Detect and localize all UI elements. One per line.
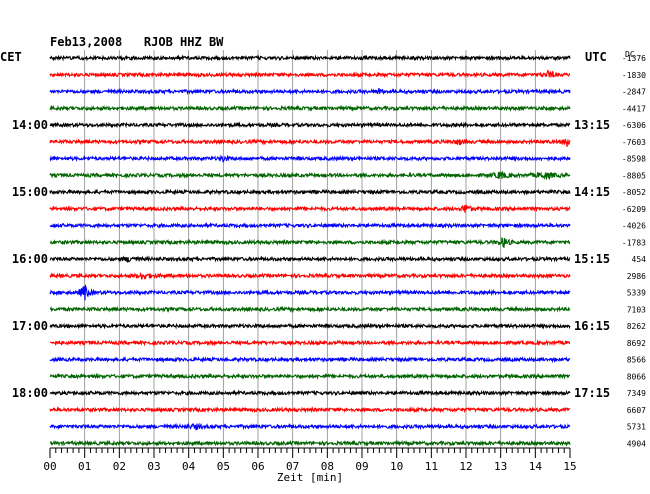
dc-value: -2847 [622, 88, 646, 97]
right-hour-label: 17:15 [574, 386, 610, 400]
x-tick-label: 01 [78, 460, 91, 473]
dc-value: 8692 [627, 339, 646, 348]
dc-value: 7103 [627, 305, 646, 314]
dc-value: 2986 [627, 272, 646, 281]
trace-row-21 [49, 406, 571, 414]
x-tick-label: 13 [494, 460, 507, 473]
trace-row-10 [49, 221, 571, 230]
dc-header: DC [625, 50, 635, 59]
dc-value: 8566 [627, 356, 646, 365]
x-axis: 00 01 02 03 04 05 06 07 08 09 10 11 12 13 14 15 [43, 447, 577, 473]
x-tick-label: 03 [147, 460, 160, 473]
trace-row-16 [49, 322, 571, 330]
dc-value: 5731 [627, 423, 646, 432]
trace-row-15 [49, 305, 571, 314]
x-tick-label: 12 [459, 460, 472, 473]
dc-value: 8262 [627, 322, 646, 331]
trace-row-7 [49, 170, 571, 181]
seismic-traces [49, 54, 571, 448]
dc-value: -7603 [622, 138, 646, 147]
left-hour-label: 15:00 [12, 185, 48, 199]
x-tick-label: 06 [251, 460, 264, 473]
trace-row-17 [49, 339, 571, 347]
trace-row-6 [49, 154, 571, 163]
right-hour-label: 16:15 [574, 319, 610, 333]
trace-row-12 [49, 255, 571, 263]
chart-title: Feb13,2008 RJOB HHZ BW [50, 35, 224, 49]
right-hour-label: 13:15 [574, 118, 610, 132]
x-tick-label: 00 [43, 460, 56, 473]
trace-row-11 [49, 236, 571, 248]
left-hour-labels: 14:00 15:00 16:00 17:00 18:00 [12, 118, 48, 400]
trace-row-3 [49, 104, 571, 113]
dc-value: -8598 [622, 155, 646, 164]
x-tick-label: 07 [286, 460, 299, 473]
dc-value: 5339 [627, 289, 646, 298]
trace-row-5 [49, 138, 571, 148]
trace-row-0 [49, 54, 571, 62]
dc-value: -4417 [622, 104, 646, 113]
right-hour-labels: 13:15 14:15 15:15 16:15 17:15 [574, 118, 610, 400]
x-tick-label: 15 [563, 460, 576, 473]
dc-value: -4026 [622, 222, 646, 231]
trace-row-20 [49, 389, 571, 397]
left-hour-label: 14:00 [12, 118, 48, 132]
left-axis-label: CET [0, 50, 22, 64]
right-axis-label: UTC [585, 50, 607, 64]
trace-row-2 [49, 87, 571, 96]
dc-value: 8066 [627, 372, 646, 381]
x-tick-label: 08 [321, 460, 334, 473]
trace-row-23 [49, 439, 571, 448]
x-tick-label: 09 [355, 460, 368, 473]
trace-row-22 [49, 422, 571, 431]
trace-row-8 [49, 188, 571, 196]
trace-row-19 [49, 372, 571, 380]
trace-row-18 [49, 355, 571, 364]
left-hour-label: 18:00 [12, 386, 48, 400]
x-tick-label: 11 [425, 460, 438, 473]
trace-row-1 [49, 69, 571, 79]
dc-value: -1783 [622, 238, 646, 247]
x-tick-label: 04 [182, 460, 196, 473]
trace-row-4 [49, 121, 571, 129]
dc-value: 7349 [627, 389, 646, 398]
dc-value: -6209 [622, 205, 646, 214]
dc-value: -1376 [622, 54, 646, 63]
dc-value: 454 [632, 255, 647, 264]
dc-value: 6607 [627, 406, 646, 415]
right-hour-label: 15:15 [574, 252, 610, 266]
dc-value: -1830 [622, 71, 646, 80]
dc-values: -1376 -1830 -2847 -4417 -6306 -7603 -8598 -8805… [622, 54, 646, 448]
trace-row-9 [49, 204, 571, 213]
minute-grid [84, 50, 536, 448]
dc-value: -8805 [622, 171, 646, 180]
x-tick-label: 14 [529, 460, 543, 473]
dc-value: 4904 [627, 439, 646, 448]
x-tick-label: 10 [390, 460, 403, 473]
left-hour-label: 16:00 [12, 252, 48, 266]
dc-value: -8052 [622, 188, 646, 197]
right-hour-label: 14:15 [574, 185, 610, 199]
trace-row-13 [49, 271, 571, 281]
dc-value: -6306 [622, 121, 646, 130]
x-tick-label: 05 [217, 460, 230, 473]
x-tick-label: 02 [113, 460, 126, 473]
x-axis-label: Zeit [min] [277, 471, 343, 484]
trace-row-14 [49, 284, 571, 301]
left-hour-label: 17:00 [12, 319, 48, 333]
